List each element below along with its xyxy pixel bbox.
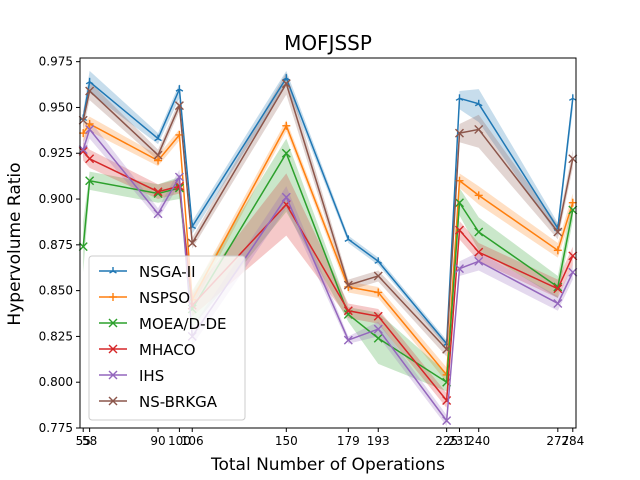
legend-label-3: MHACO: [139, 341, 196, 359]
legend-marker-3: [108, 344, 118, 354]
plot-frame: [79, 57, 577, 429]
chart-title: MOFJSSP: [284, 31, 372, 55]
point-5-0: [78, 115, 88, 125]
point-3-1: [85, 154, 95, 164]
x-tick-label: 193: [367, 434, 390, 448]
point-4-6: [343, 335, 353, 345]
point-3-11: [553, 284, 563, 294]
point-3-10: [474, 247, 484, 257]
y-tick-label: 0.900: [39, 192, 73, 206]
x-tick-label: 55: [76, 434, 91, 448]
point-4-5: [281, 192, 291, 202]
series-lines: [78, 74, 578, 426]
y-tick-label: 0.975: [39, 55, 73, 69]
point-4-0: [78, 145, 88, 155]
point-5-7: [373, 271, 383, 281]
y-axis-label: Hypervolume Ratio: [5, 162, 25, 325]
point-3-9: [454, 225, 464, 235]
point-5-8: [442, 344, 452, 354]
y-tick-label: 0.925: [39, 146, 73, 160]
point-5-9: [454, 128, 464, 138]
point-0-10: [474, 99, 483, 107]
point-2-0: [78, 242, 88, 252]
point-5-11: [553, 227, 563, 237]
legend-label-2: MOEA/D-DE: [139, 315, 227, 333]
point-5-12: [568, 154, 578, 164]
legend-label-1: NSPSO: [139, 289, 190, 307]
point-1-10: [474, 191, 483, 200]
point-0-7: [374, 257, 383, 264]
point-3-2: [153, 187, 163, 197]
point-5-6: [343, 280, 353, 290]
y-tick-label: 0.775: [39, 421, 73, 435]
point-5-4: [187, 238, 197, 248]
legend-marker-0: [109, 267, 117, 274]
point-0-9: [455, 94, 464, 101]
point-1-11: [553, 246, 562, 255]
point-3-6: [343, 306, 353, 316]
y-tick-label: 0.850: [39, 284, 73, 298]
point-4-1: [85, 124, 95, 134]
point-4-2: [153, 209, 163, 219]
point-2-5: [281, 148, 291, 158]
x-tick-label: 150: [275, 434, 298, 448]
x-tick-label: 225: [435, 434, 458, 448]
legend-marker-4: [108, 370, 118, 380]
x-tick-label: 277: [546, 434, 569, 448]
point-4-12: [568, 267, 578, 277]
point-3-7: [373, 311, 383, 321]
x-tick-label: 58: [82, 434, 97, 448]
legend: NSGA-II NSPSO MOEA/D-DE MHACO IHS NS-BRKGA: [88, 255, 246, 421]
legend-box: [88, 255, 246, 421]
point-5-1: [85, 86, 95, 96]
y-tick-label: 0.825: [39, 329, 73, 343]
legend-marker-1: [109, 293, 117, 301]
point-1-12: [568, 198, 577, 207]
point-1-2: [154, 156, 163, 165]
point-0-6: [344, 235, 353, 242]
point-0-2: [154, 134, 162, 142]
legend-marker-5: [108, 396, 118, 406]
point-2-7: [373, 333, 383, 343]
x-tick-label: 100: [168, 434, 191, 448]
x-tick-label: 231: [448, 434, 471, 448]
legend-label-0: NSGA-II: [139, 263, 196, 281]
point-5-10: [474, 124, 484, 134]
point-1-7: [374, 288, 383, 297]
point-2-9: [454, 198, 464, 208]
x-axis-label: Total Number of Operations: [210, 455, 445, 475]
x-tick-label: 106: [181, 434, 204, 448]
y-tick-label: 0.800: [39, 375, 73, 389]
x-tick-label: 90: [150, 434, 165, 448]
point-4-3: [174, 172, 184, 182]
point-2-12: [568, 205, 578, 215]
point-5-2: [153, 150, 163, 160]
legend-marker-2: [108, 318, 118, 328]
point-2-10: [474, 227, 484, 237]
x-tick-label: 179: [337, 434, 360, 448]
x-tick-label: 240: [467, 434, 490, 448]
legend-label-4: IHS: [139, 367, 164, 385]
point-4-8: [442, 416, 452, 426]
x-tick-label: 284: [561, 434, 584, 448]
point-2-1: [85, 176, 95, 186]
point-5-3: [174, 101, 184, 111]
point-4-11: [553, 298, 563, 308]
point-3-0: [78, 146, 88, 156]
point-4-10: [474, 256, 484, 266]
point-1-5: [282, 121, 291, 130]
point-4-9: [454, 264, 464, 274]
point-3-12: [568, 251, 578, 261]
point-0-3: [175, 85, 184, 92]
y-tick-label: 0.950: [39, 100, 73, 114]
y-tick-label: 0.875: [39, 238, 73, 252]
legend-label-5: NS-BRKGA: [139, 393, 218, 411]
point-5-5: [281, 79, 291, 89]
point-4-7: [373, 324, 383, 334]
point-0-1: [85, 77, 94, 85]
